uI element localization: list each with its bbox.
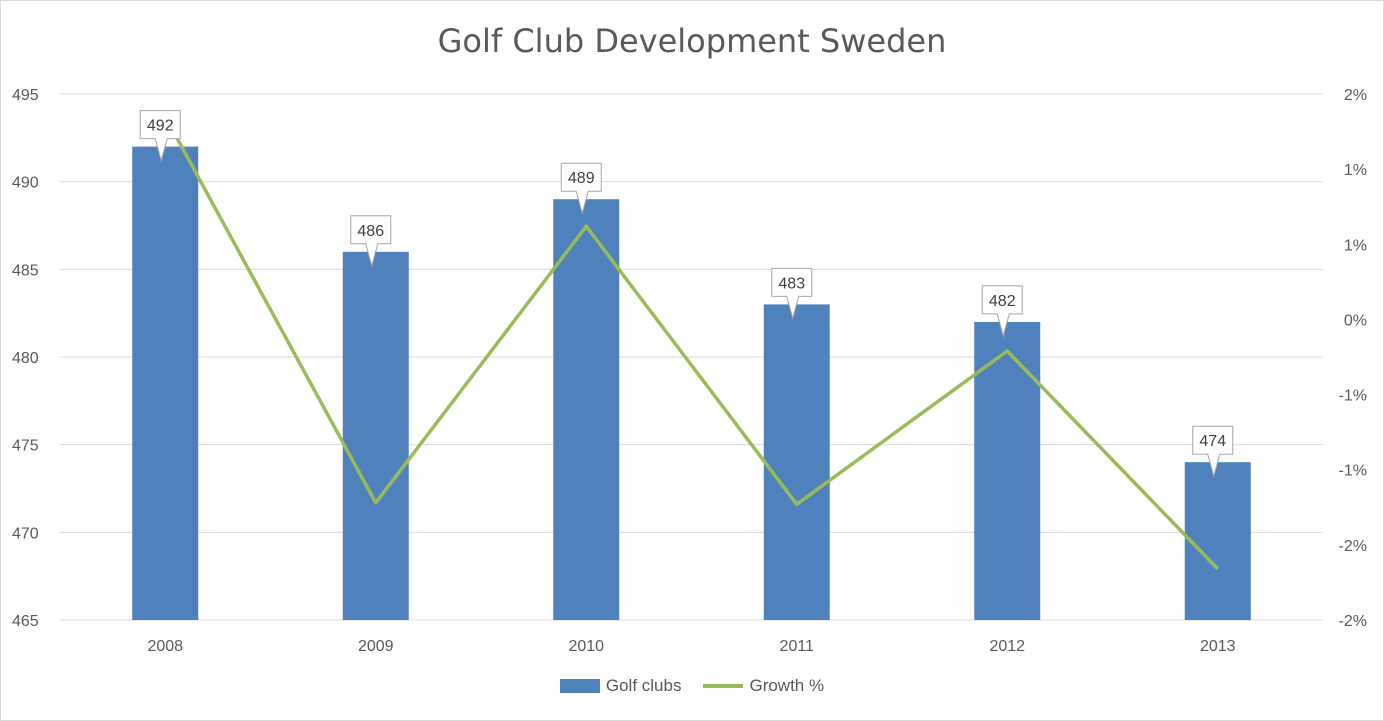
y-right-tick-label: -2%: [1339, 613, 1367, 630]
chart-title: Golf Club Development Sweden: [437, 22, 947, 60]
x-tick-label: 2011: [780, 638, 815, 655]
bar: [132, 146, 199, 620]
legend-item-golf-clubs: Golf clubs: [559, 676, 682, 696]
legend-swatch-growth: [703, 684, 744, 688]
bar: [763, 304, 830, 620]
legend: Golf clubs Growth %: [0, 676, 1384, 696]
data-label: 489: [568, 170, 595, 187]
data-label: 483: [778, 275, 805, 292]
bar: [553, 199, 620, 620]
x-tick-label: 2010: [568, 638, 604, 655]
legend-label-golf-clubs: Golf clubs: [605, 676, 682, 695]
x-tick-label: 2012: [989, 638, 1025, 655]
y-right-tick-label: -1%: [1339, 463, 1367, 480]
y-left-tick-label: 475: [12, 438, 39, 455]
legend-swatch-golf-clubs: [559, 679, 600, 693]
y-right-tick-label: 1%: [1344, 237, 1367, 254]
y-right-tick-label: -2%: [1339, 538, 1367, 555]
growth-line: [163, 115, 1220, 571]
y-right-tick-label: 2%: [1344, 87, 1367, 104]
x-tick-label: 2009: [358, 638, 394, 655]
data-label: 492: [147, 118, 174, 135]
y-right-tick-label: 1%: [1344, 162, 1367, 179]
data-label-callout: [139, 110, 181, 163]
y-right-tick-label: -1%: [1339, 388, 1367, 405]
y-left-tick-label: 465: [12, 613, 39, 630]
x-tick-label: 2013: [1200, 638, 1236, 655]
data-label-callout: [1192, 425, 1234, 479]
legend-item-growth: Growth %: [703, 676, 824, 696]
x-tick-label: 2008: [147, 638, 183, 655]
data-label-callout: [560, 162, 602, 216]
legend-label-growth: Growth %: [749, 676, 825, 695]
data-label-callout: [350, 215, 392, 268]
data-label: 482: [989, 293, 1016, 310]
data-label: 474: [1199, 433, 1226, 450]
bar: [342, 251, 409, 621]
y-left-tick-label: 495: [12, 87, 39, 104]
y-left-tick-label: 480: [12, 350, 39, 367]
y-right-tick-label: 0%: [1344, 312, 1367, 329]
y-left-tick-label: 470: [12, 525, 39, 542]
data-label-callout: [981, 285, 1023, 338]
y-left-tick-label: 485: [12, 262, 39, 279]
data-label: 486: [357, 223, 384, 240]
y-left-tick-label: 490: [12, 175, 39, 192]
bar: [1184, 462, 1251, 620]
data-label-callout: [771, 267, 813, 321]
